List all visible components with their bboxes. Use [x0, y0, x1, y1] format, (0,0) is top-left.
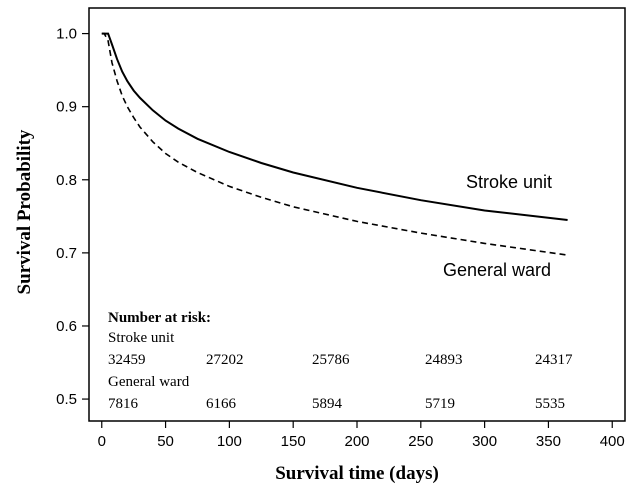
- risk-group-label-general-ward: General ward: [108, 374, 190, 390]
- y-tick-label: 0.9: [56, 99, 77, 116]
- y-axis-title: Survival Probability: [14, 129, 35, 294]
- x-axis-title: Survival time (days): [275, 463, 439, 484]
- x-axis: 0 50 100 150 200 250 300 350 400: [98, 421, 625, 450]
- risk-count: 7816: [108, 396, 139, 412]
- x-tick-label: 100: [217, 433, 242, 450]
- y-tick-label: 0.6: [56, 318, 77, 335]
- x-tick-label: 400: [600, 433, 625, 450]
- risk-row-stroke-unit: 32459 27202 25786 24893 24317: [108, 352, 573, 368]
- stroke-unit-label: Stroke unit: [466, 172, 552, 192]
- x-tick-label: 350: [536, 433, 561, 450]
- x-tick-label: 300: [472, 433, 497, 450]
- general-ward-label: General ward: [443, 260, 551, 280]
- x-tick-label: 200: [344, 433, 369, 450]
- risk-count: 25786: [312, 352, 350, 368]
- y-axis: 0.5 0.6 0.7 0.8 0.9 1.0: [56, 26, 89, 408]
- risk-count: 5719: [425, 396, 455, 412]
- x-tick-label: 150: [281, 433, 306, 450]
- risk-count: 5535: [535, 396, 565, 412]
- y-tick-label: 0.8: [56, 172, 77, 189]
- x-tick-label: 0: [98, 433, 106, 450]
- y-tick-label: 1.0: [56, 26, 77, 43]
- risk-count: 24893: [425, 352, 463, 368]
- y-tick-label: 0.7: [56, 245, 77, 262]
- risk-group-label-stroke-unit: Stroke unit: [108, 330, 175, 346]
- risk-row-general-ward: 7816 6166 5894 5719 5535: [108, 396, 565, 412]
- general-ward-line: [101, 32, 568, 256]
- risk-count: 27202: [206, 352, 244, 368]
- stroke-unit-line: [101, 32, 568, 221]
- x-tick-label: 250: [408, 433, 433, 450]
- risk-count: 32459: [108, 352, 146, 368]
- risk-count: 24317: [535, 352, 573, 368]
- y-tick-label: 0.5: [56, 391, 77, 408]
- number-at-risk-heading: Number at risk:: [108, 310, 211, 326]
- x-tick-label: 50: [157, 433, 174, 450]
- risk-count: 5894: [312, 396, 343, 412]
- risk-count: 6166: [206, 396, 237, 412]
